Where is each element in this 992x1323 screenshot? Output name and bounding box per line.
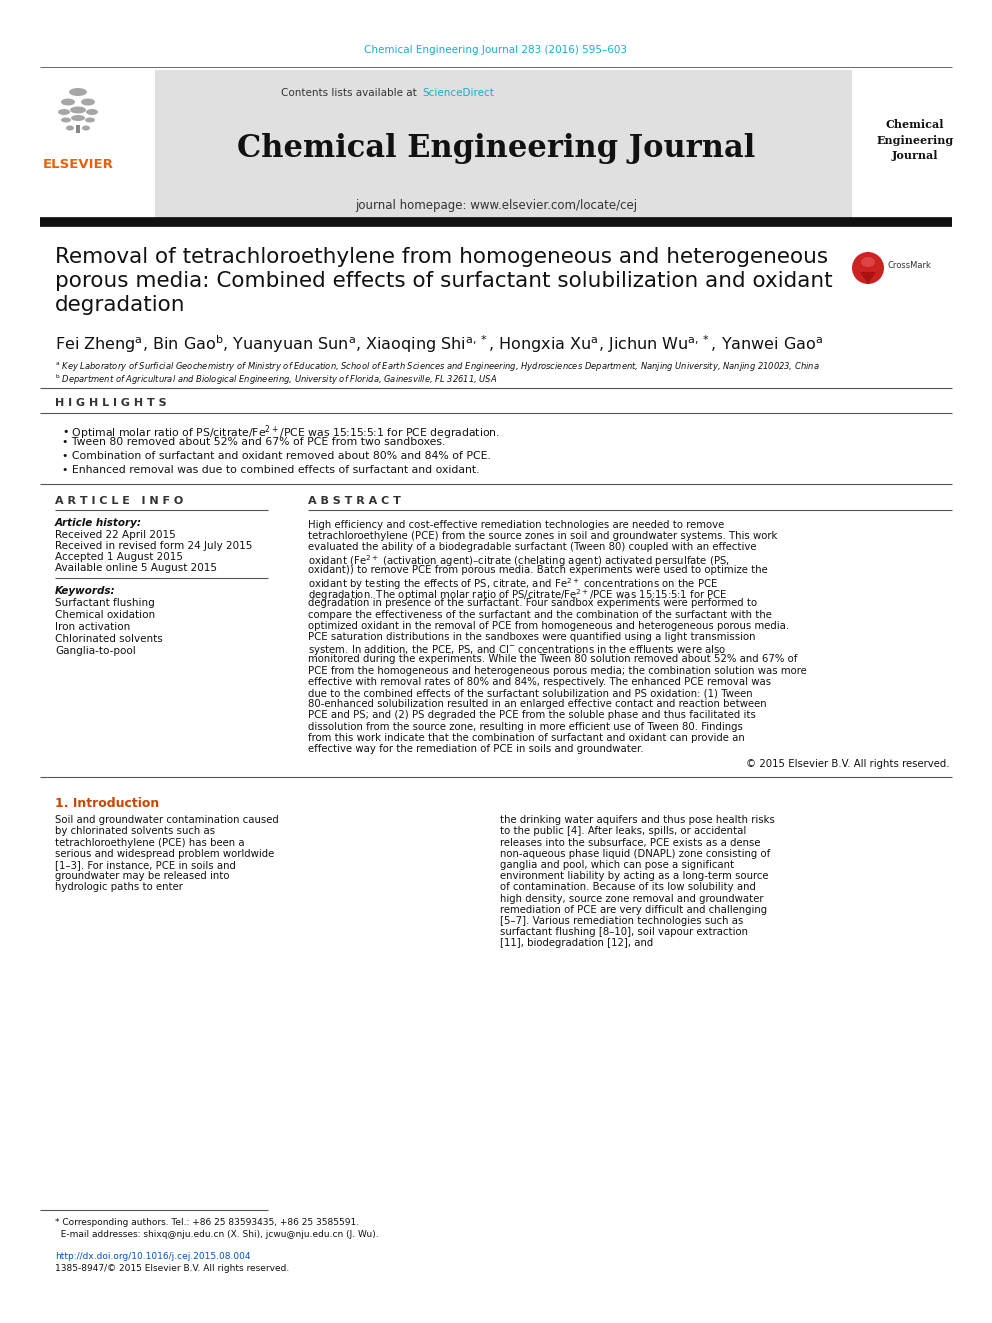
Text: optimized oxidant in the removal of PCE from homogeneous and heterogeneous porou: optimized oxidant in the removal of PCE … xyxy=(308,620,789,631)
Text: PCE saturation distributions in the sandboxes were quantified using a light tran: PCE saturation distributions in the sand… xyxy=(308,632,756,642)
Text: non-aqueous phase liquid (DNAPL) zone consisting of: non-aqueous phase liquid (DNAPL) zone co… xyxy=(500,849,770,859)
Text: http://dx.doi.org/10.1016/j.cej.2015.08.004: http://dx.doi.org/10.1016/j.cej.2015.08.… xyxy=(55,1252,251,1261)
Text: Chemical
Engineering
Journal: Chemical Engineering Journal xyxy=(876,119,953,161)
Text: remediation of PCE are very difficult and challenging: remediation of PCE are very difficult an… xyxy=(500,905,767,914)
Text: Chlorinated solvents: Chlorinated solvents xyxy=(55,634,163,644)
Text: system. In addition, the PCE, PS, and Cl$^{-}$ concentrations in the effluents w: system. In addition, the PCE, PS, and Cl… xyxy=(308,643,726,658)
Text: monitored during the experiments. While the Tween 80 solution removed about 52% : monitored during the experiments. While … xyxy=(308,655,798,664)
Text: CrossMark: CrossMark xyxy=(887,262,930,270)
Text: 80-enhanced solubilization resulted in an enlarged effective contact and reactio: 80-enhanced solubilization resulted in a… xyxy=(308,699,767,709)
Text: Keywords:: Keywords: xyxy=(55,586,116,595)
Text: [5–7]. Various remediation technologies such as: [5–7]. Various remediation technologies … xyxy=(500,916,743,926)
Text: due to the combined effects of the surfactant solubilization and PS oxidation: (: due to the combined effects of the surfa… xyxy=(308,688,753,699)
Text: H I G H L I G H T S: H I G H L I G H T S xyxy=(55,398,167,407)
Ellipse shape xyxy=(82,126,90,131)
Text: Received in revised form 24 July 2015: Received in revised form 24 July 2015 xyxy=(55,541,252,550)
Text: Available online 5 August 2015: Available online 5 August 2015 xyxy=(55,564,217,573)
Text: groundwater may be released into: groundwater may be released into xyxy=(55,872,229,881)
Text: high density, source zone removal and groundwater: high density, source zone removal and gr… xyxy=(500,893,764,904)
Text: environment liability by acting as a long-term source: environment liability by acting as a lon… xyxy=(500,872,769,881)
Circle shape xyxy=(852,251,884,284)
Text: Fei Zheng$^{\rm a}$, Bin Gao$^{\rm b}$, Yuanyuan Sun$^{\rm a}$, Xiaoqing Shi$^{\: Fei Zheng$^{\rm a}$, Bin Gao$^{\rm b}$, … xyxy=(55,333,823,355)
Text: ELSEVIER: ELSEVIER xyxy=(43,159,113,172)
Text: oxidant (Fe$^{2+}$ (activation agent)–citrate (chelating agent) activated persul: oxidant (Fe$^{2+}$ (activation agent)–ci… xyxy=(308,553,730,569)
Text: Surfactant flushing: Surfactant flushing xyxy=(55,598,155,609)
Bar xyxy=(76,124,80,134)
Text: ganglia and pool, which can pose a significant: ganglia and pool, which can pose a signi… xyxy=(500,860,734,871)
Text: from this work indicate that the combination of surfactant and oxidant can provi: from this work indicate that the combina… xyxy=(308,733,745,742)
Text: Ganglia-to-pool: Ganglia-to-pool xyxy=(55,646,136,656)
Text: compare the effectiveness of the surfactant and the combination of the surfactan: compare the effectiveness of the surfact… xyxy=(308,610,772,619)
Text: degradation. The optimal molar ratio of PS/citrate/Fe$^{2+}$/PCE was 15:15:5:1 f: degradation. The optimal molar ratio of … xyxy=(308,587,727,603)
Text: $^{\rm b}$ Department of Agricultural and Biological Engineering, University of : $^{\rm b}$ Department of Agricultural an… xyxy=(55,373,497,388)
Text: porous media: Combined effects of surfactant solubilization and oxidant: porous media: Combined effects of surfac… xyxy=(55,271,832,291)
Text: serious and widespread problem worldwide: serious and widespread problem worldwide xyxy=(55,849,274,859)
Text: releases into the subsurface, PCE exists as a dense: releases into the subsurface, PCE exists… xyxy=(500,837,761,848)
Text: by chlorinated solvents such as: by chlorinated solvents such as xyxy=(55,827,215,836)
Text: Received 22 April 2015: Received 22 April 2015 xyxy=(55,531,176,540)
Text: evaluated the ability of a biodegradable surfactant (Tween 80) coupled with an e: evaluated the ability of a biodegradable… xyxy=(308,542,757,553)
Ellipse shape xyxy=(61,98,75,106)
Text: © 2015 Elsevier B.V. All rights reserved.: © 2015 Elsevier B.V. All rights reserved… xyxy=(747,759,950,769)
Text: • Enhanced removal was due to combined effects of surfactant and oxidant.: • Enhanced removal was due to combined e… xyxy=(62,464,479,475)
Text: hydrologic paths to enter: hydrologic paths to enter xyxy=(55,882,183,893)
Ellipse shape xyxy=(69,89,87,97)
Ellipse shape xyxy=(66,126,74,131)
Text: Contents lists available at: Contents lists available at xyxy=(281,89,420,98)
Text: • Combination of surfactant and oxidant removed about 80% and 84% of PCE.: • Combination of surfactant and oxidant … xyxy=(62,451,491,460)
Text: PCE and PS; and (2) PS degraded the PCE from the soluble phase and thus facilita: PCE and PS; and (2) PS degraded the PCE … xyxy=(308,710,756,721)
Text: * Corresponding authors. Tel.: +86 25 83593435, +86 25 3585591.: * Corresponding authors. Tel.: +86 25 83… xyxy=(55,1218,359,1226)
Text: [11], biodegradation [12], and: [11], biodegradation [12], and xyxy=(500,938,654,949)
Ellipse shape xyxy=(58,108,70,115)
Text: Accepted 1 August 2015: Accepted 1 August 2015 xyxy=(55,552,183,562)
Text: dissolution from the source zone, resulting in more efficient use of Tween 80. F: dissolution from the source zone, result… xyxy=(308,721,743,732)
Text: tetrachloroethylene (PCE) has been a: tetrachloroethylene (PCE) has been a xyxy=(55,837,245,848)
Text: to the public [4]. After leaks, spills, or accidental: to the public [4]. After leaks, spills, … xyxy=(500,827,746,836)
Ellipse shape xyxy=(61,118,71,123)
Ellipse shape xyxy=(70,106,86,114)
Text: • Optimal molar ratio of PS/citrate/Fe$^{2+}$/PCE was 15:15:5:1 for PCE degradat: • Optimal molar ratio of PS/citrate/Fe$^… xyxy=(62,423,500,442)
Text: Chemical oxidation: Chemical oxidation xyxy=(55,610,155,620)
Text: A R T I C L E   I N F O: A R T I C L E I N F O xyxy=(55,496,184,505)
Text: High efficiency and cost-effective remediation technologies are needed to remove: High efficiency and cost-effective remed… xyxy=(308,520,724,531)
Text: tetrachloroethylene (PCE) from the source zones in soil and groundwater systems.: tetrachloroethylene (PCE) from the sourc… xyxy=(308,532,778,541)
Text: surfactant flushing [8–10], soil vapour extraction: surfactant flushing [8–10], soil vapour … xyxy=(500,927,748,937)
Text: 1385-8947/© 2015 Elsevier B.V. All rights reserved.: 1385-8947/© 2015 Elsevier B.V. All right… xyxy=(55,1263,290,1273)
Text: Removal of tetrachloroethylene from homogeneous and heterogeneous: Removal of tetrachloroethylene from homo… xyxy=(55,247,828,267)
Text: $^{\rm a}$ Key Laboratory of Surficial Geochemistry of Ministry of Education, Sc: $^{\rm a}$ Key Laboratory of Surficial G… xyxy=(55,360,819,373)
Text: A B S T R A C T: A B S T R A C T xyxy=(308,496,401,505)
Ellipse shape xyxy=(71,115,85,120)
Text: effective with removal rates of 80% and 84%, respectively. The enhanced PCE remo: effective with removal rates of 80% and … xyxy=(308,677,771,687)
Text: degradation: degradation xyxy=(55,295,186,315)
Text: Soil and groundwater contamination caused: Soil and groundwater contamination cause… xyxy=(55,815,279,826)
Text: effective way for the remediation of PCE in soils and groundwater.: effective way for the remediation of PCE… xyxy=(308,744,644,754)
Text: Chemical Engineering Journal 283 (2016) 595–603: Chemical Engineering Journal 283 (2016) … xyxy=(364,45,628,56)
Text: ScienceDirect: ScienceDirect xyxy=(422,89,494,98)
Text: E-mail addresses: shixq@nju.edu.cn (X. Shi), jcwu@nju.edu.cn (J. Wu).: E-mail addresses: shixq@nju.edu.cn (X. S… xyxy=(55,1230,379,1240)
Text: Iron activation: Iron activation xyxy=(55,622,130,632)
Text: of contamination. Because of its low solubility and: of contamination. Because of its low sol… xyxy=(500,882,756,893)
Ellipse shape xyxy=(85,118,95,123)
Text: [1–3]. For instance, PCE in soils and: [1–3]. For instance, PCE in soils and xyxy=(55,860,236,871)
Text: journal homepage: www.elsevier.com/locate/cej: journal homepage: www.elsevier.com/locat… xyxy=(355,198,637,212)
Text: Article history:: Article history: xyxy=(55,519,142,528)
Polygon shape xyxy=(860,273,876,284)
Text: degradation in presence of the surfactant. Four sandbox experiments were perform: degradation in presence of the surfactan… xyxy=(308,598,757,609)
Text: 1. Introduction: 1. Introduction xyxy=(55,798,160,810)
Text: oxidant)) to remove PCE from porous media. Batch experiments were used to optimi: oxidant)) to remove PCE from porous medi… xyxy=(308,565,768,574)
Ellipse shape xyxy=(86,108,98,115)
Text: • Tween 80 removed about 52% and 67% of PCE from two sandboxes.: • Tween 80 removed about 52% and 67% of … xyxy=(62,437,445,447)
Text: PCE from the homogeneous and heterogeneous porous media; the combination solutio: PCE from the homogeneous and heterogeneo… xyxy=(308,665,806,676)
Bar xyxy=(155,70,852,220)
Text: oxidant by testing the effects of PS, citrate, and Fe$^{2+}$ concentrations on t: oxidant by testing the effects of PS, ci… xyxy=(308,576,718,591)
Text: Chemical Engineering Journal: Chemical Engineering Journal xyxy=(237,132,755,164)
Ellipse shape xyxy=(861,257,875,267)
Text: the drinking water aquifers and thus pose health risks: the drinking water aquifers and thus pos… xyxy=(500,815,775,826)
Ellipse shape xyxy=(81,98,95,106)
